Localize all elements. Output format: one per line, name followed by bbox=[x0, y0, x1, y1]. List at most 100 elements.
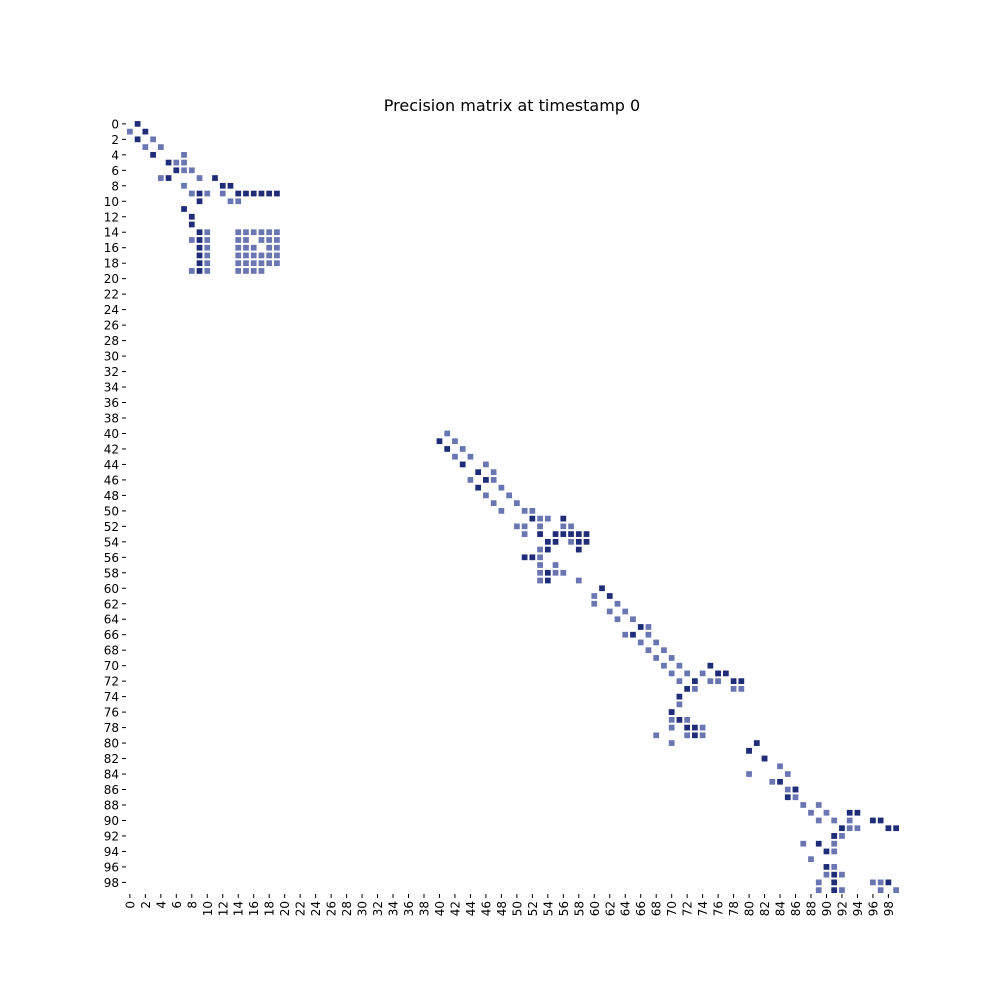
x-tick-label: 98 bbox=[882, 901, 896, 916]
x-tick-label: 14 bbox=[232, 901, 246, 916]
heatmap-cell-weak bbox=[181, 151, 187, 158]
heatmap-cell-weak bbox=[653, 639, 660, 646]
x-tick-label: 96 bbox=[866, 901, 880, 916]
y-tick-label: 68 bbox=[104, 644, 119, 658]
heatmap-cell-weak bbox=[127, 128, 133, 135]
x-tick-label: 42 bbox=[448, 901, 462, 916]
x-tick-label: 8 bbox=[185, 901, 199, 909]
heatmap-cell-weak bbox=[243, 260, 249, 267]
heatmap-cell-weak bbox=[630, 616, 636, 623]
heatmap-cell-weak bbox=[258, 229, 265, 236]
heatmap-cell-weak bbox=[831, 840, 838, 847]
heatmap-cell-weak bbox=[707, 678, 714, 685]
heatmap-cell-weak bbox=[204, 229, 211, 236]
heatmap-cell-strong bbox=[761, 755, 768, 762]
heatmap-cell-weak bbox=[204, 237, 211, 243]
heatmap-cell-weak bbox=[846, 817, 853, 824]
heatmap-cell-strong bbox=[839, 825, 845, 832]
heatmap-cell-weak bbox=[537, 562, 543, 568]
heatmap-cell-weak bbox=[483, 461, 489, 468]
heatmap-cell-strong bbox=[676, 693, 683, 700]
y-axis-ticks: 0246810121416182022242628303234363840424… bbox=[104, 117, 126, 890]
heatmap-cell-strong bbox=[575, 546, 582, 553]
x-tick-label: 26 bbox=[325, 901, 339, 916]
heatmap-cell-weak bbox=[784, 786, 791, 793]
heatmap-cell-weak bbox=[506, 492, 512, 499]
heatmap-cell-weak bbox=[544, 515, 551, 522]
y-tick-label: 18 bbox=[104, 257, 119, 271]
heatmap-cell-weak bbox=[808, 856, 814, 863]
heatmap-cell-strong bbox=[831, 887, 838, 893]
heatmap-cell-weak bbox=[777, 763, 783, 770]
heatmap-cell-weak bbox=[591, 593, 598, 599]
y-tick-label: 56 bbox=[104, 551, 119, 565]
heatmap-cell-weak bbox=[815, 879, 822, 886]
heatmap-cell-weak bbox=[568, 538, 574, 545]
heatmap-cell-weak bbox=[274, 260, 280, 267]
heatmap-cell-weak bbox=[676, 678, 683, 685]
heatmap-cell-weak bbox=[769, 778, 776, 785]
heatmap-cell-weak bbox=[490, 469, 497, 476]
heatmap-cell-weak bbox=[653, 655, 660, 661]
heatmap-cell-weak bbox=[575, 577, 582, 584]
heatmap-cell-strong bbox=[630, 631, 636, 638]
y-tick-label: 48 bbox=[104, 489, 119, 503]
y-tick-label: 92 bbox=[104, 829, 119, 843]
x-tick-label: 34 bbox=[387, 901, 401, 916]
heatmap-cell-weak bbox=[204, 252, 211, 259]
heatmap-cell-strong bbox=[227, 182, 234, 189]
x-tick-label: 12 bbox=[216, 901, 230, 916]
x-tick-label: 62 bbox=[603, 901, 617, 916]
heatmap-cell-strong bbox=[870, 817, 876, 824]
heatmap-cell-strong bbox=[692, 724, 698, 731]
heatmap-cell-strong bbox=[436, 438, 443, 445]
heatmap-cell-strong bbox=[560, 531, 567, 537]
heatmap-cell-strong bbox=[552, 538, 559, 545]
heatmap-cell-weak bbox=[831, 848, 838, 855]
heatmap-cell-weak bbox=[614, 600, 621, 607]
heatmap-cell-weak bbox=[452, 453, 458, 460]
heatmap-cell-weak bbox=[243, 252, 249, 259]
y-tick-label: 2 bbox=[111, 133, 119, 147]
heatmap-cell-weak bbox=[258, 268, 265, 274]
x-tick-label: 20 bbox=[278, 901, 292, 916]
heatmap-cell-weak bbox=[452, 438, 458, 445]
heatmap-cell-strong bbox=[196, 260, 203, 267]
x-tick-label: 78 bbox=[727, 901, 741, 916]
heatmap-cell-weak bbox=[746, 771, 752, 777]
x-tick-label: 86 bbox=[789, 901, 803, 916]
heatmap-cell-weak bbox=[243, 229, 249, 236]
heatmap-cell-weak bbox=[606, 608, 613, 615]
y-tick-label: 0 bbox=[111, 117, 119, 131]
x-tick-label: 88 bbox=[804, 901, 818, 916]
y-tick-label: 14 bbox=[104, 226, 119, 240]
y-tick-label: 76 bbox=[104, 706, 119, 720]
heatmap-cell-weak bbox=[467, 477, 474, 483]
heatmap-cell-strong bbox=[606, 593, 613, 599]
heatmap-cell-strong bbox=[738, 678, 745, 685]
y-tick-label: 30 bbox=[104, 350, 119, 364]
heatmap-cell-weak bbox=[622, 631, 629, 638]
y-tick-label: 40 bbox=[104, 427, 119, 441]
heatmap-cell-weak bbox=[498, 508, 505, 514]
heatmap-cell-weak bbox=[142, 144, 149, 150]
x-tick-label: 10 bbox=[201, 901, 215, 916]
heatmap-cell-weak bbox=[243, 268, 249, 274]
chart-title: Precision matrix at timestamp 0 bbox=[384, 96, 640, 115]
heatmap-cell-weak bbox=[459, 446, 466, 452]
heatmap-cell-weak bbox=[715, 678, 721, 685]
heatmap-cell-strong bbox=[196, 198, 203, 205]
y-tick-label: 80 bbox=[104, 737, 119, 751]
x-tick-label: 32 bbox=[371, 901, 385, 916]
heatmap-cell-weak bbox=[645, 631, 652, 638]
heatmap-cell-weak bbox=[877, 879, 884, 886]
heatmap-cell-strong bbox=[715, 670, 721, 677]
heatmap-cell-weak bbox=[792, 794, 799, 801]
heatmap-cell-weak bbox=[188, 268, 195, 274]
heatmap-cell-weak bbox=[831, 817, 838, 824]
y-tick-label: 70 bbox=[104, 659, 119, 673]
heatmap-cell-weak bbox=[235, 244, 242, 251]
heatmap-cell-weak bbox=[537, 515, 543, 522]
heatmap-cell-strong bbox=[544, 538, 551, 545]
heatmap-cell-strong bbox=[831, 879, 838, 886]
